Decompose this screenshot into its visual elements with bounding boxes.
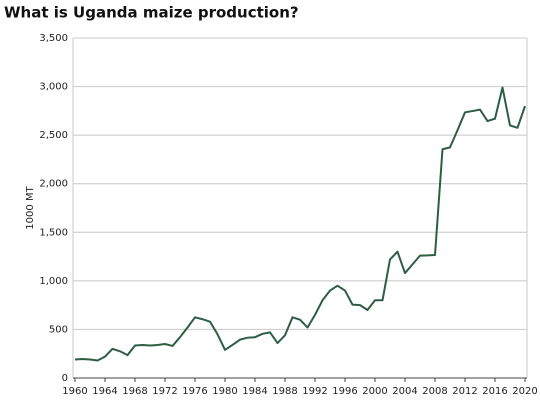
x-tick-label: 2000	[362, 386, 387, 397]
x-tick-label: 2012	[452, 386, 477, 397]
y-tick-label: 1,000	[39, 276, 68, 287]
y-axis-label: 1000 MT	[25, 185, 36, 229]
y-tick-label: 2,500	[39, 130, 68, 141]
x-tick-label: 2020	[512, 386, 537, 397]
x-tick-label: 2008	[422, 386, 447, 397]
y-tick-label: 3,500	[39, 33, 68, 44]
data-line	[74, 86, 526, 362]
x-tick-label: 1996	[332, 386, 357, 397]
x-tick-label: 1960	[62, 386, 87, 397]
y-tick-label: 2,000	[39, 179, 68, 190]
y-tick-label: 500	[49, 324, 68, 335]
x-tick-label: 1968	[122, 386, 147, 397]
x-tick-label: 1972	[152, 386, 177, 397]
x-tick-label: 2004	[392, 386, 417, 397]
y-tick-label: 3,000	[39, 82, 68, 93]
y-tick-label: 1,500	[39, 227, 68, 238]
chart-title: What is Uganda maize production?	[4, 4, 299, 22]
x-tick-label: 2016	[482, 386, 507, 397]
x-tick-label: 1976	[182, 386, 207, 397]
x-tick-label: 1992	[302, 386, 327, 397]
x-tick-label: 1964	[92, 386, 117, 397]
y-tick-label: 0	[62, 373, 68, 384]
x-tick-label: 1984	[242, 386, 267, 397]
x-tick-label: 1980	[212, 386, 237, 397]
x-tick-label: 1988	[272, 386, 297, 397]
